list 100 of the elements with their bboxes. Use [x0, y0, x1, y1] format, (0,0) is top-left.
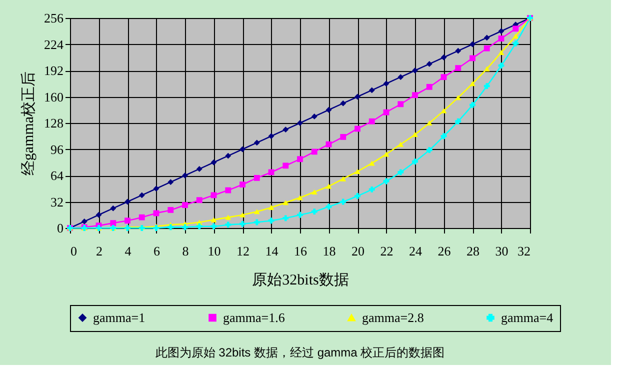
x-tick-label: 0	[70, 244, 77, 258]
point	[182, 202, 188, 208]
x-tick-label: 10	[208, 244, 221, 258]
y-tick-label: 224	[44, 36, 64, 52]
point	[81, 218, 88, 224]
point	[455, 95, 462, 100]
x-tick-label: 14	[265, 244, 279, 258]
point	[340, 134, 346, 140]
point	[498, 62, 504, 69]
x-tick-label: 8	[182, 244, 189, 258]
point	[326, 106, 332, 113]
point	[340, 176, 346, 182]
x-tick-label: 12	[236, 244, 250, 258]
point	[455, 118, 462, 124]
point	[484, 66, 490, 72]
x-tick-label: 28	[466, 244, 480, 258]
y-tick-label: 256	[44, 10, 64, 26]
point	[240, 146, 246, 152]
point	[268, 133, 274, 140]
point	[110, 220, 116, 226]
point	[311, 189, 318, 194]
point	[455, 65, 462, 71]
point	[368, 87, 375, 94]
point	[426, 60, 432, 67]
point	[354, 168, 360, 174]
point	[455, 48, 462, 54]
point	[383, 152, 390, 157]
point	[326, 184, 332, 189]
point	[484, 34, 490, 41]
point	[368, 118, 375, 124]
point	[225, 152, 232, 159]
y-tick-label: 64	[50, 168, 64, 183]
point	[440, 54, 447, 60]
x-tick-label: 26	[438, 244, 452, 258]
point	[426, 84, 432, 90]
x-tick-label: 4	[124, 244, 132, 258]
point	[354, 126, 360, 132]
point	[470, 55, 476, 62]
point	[210, 192, 217, 198]
point	[498, 28, 504, 34]
point	[210, 217, 217, 222]
point	[240, 220, 246, 227]
point	[398, 169, 404, 176]
point	[470, 81, 476, 86]
point	[297, 195, 303, 200]
point	[225, 214, 232, 220]
point	[398, 142, 404, 147]
point	[440, 108, 447, 114]
point	[282, 215, 289, 222]
point	[354, 94, 360, 100]
point	[311, 208, 318, 215]
point	[254, 140, 260, 146]
point	[412, 92, 418, 98]
x-tick-label: 32	[518, 244, 530, 258]
point	[498, 50, 504, 56]
point	[254, 175, 260, 181]
x-tick-label: 18	[322, 244, 336, 258]
point	[110, 205, 116, 212]
point	[240, 182, 246, 188]
point	[240, 212, 246, 218]
point	[124, 218, 130, 224]
point	[498, 36, 504, 42]
point	[297, 156, 303, 162]
point	[311, 113, 318, 120]
point	[210, 223, 217, 230]
point	[196, 166, 202, 172]
point	[168, 206, 174, 213]
x-tick-label: 22	[380, 244, 394, 258]
point	[440, 74, 447, 80]
point	[440, 133, 447, 140]
point	[412, 132, 418, 138]
y-tick-label: 128	[44, 116, 64, 130]
y-axis-title: 经gamma校正后	[20, 71, 37, 176]
point	[282, 200, 289, 206]
point	[368, 186, 375, 192]
point	[196, 223, 202, 230]
point	[210, 159, 217, 166]
x-tick-label: 2	[96, 244, 102, 258]
y-tick-label: 96	[50, 142, 64, 157]
point	[383, 178, 390, 184]
point	[398, 101, 404, 108]
point	[168, 224, 174, 230]
point	[168, 179, 174, 186]
point	[470, 41, 476, 48]
point	[153, 186, 160, 192]
point	[340, 198, 346, 205]
point	[326, 204, 332, 210]
point	[311, 148, 318, 155]
legend-label: gamma=1.6	[223, 310, 286, 325]
y-tick-label: 32	[50, 194, 64, 210]
x-tick-label: 24	[409, 244, 422, 258]
x-tick-label: 6	[154, 244, 160, 258]
point	[138, 214, 145, 220]
point	[254, 219, 260, 226]
point	[268, 204, 274, 210]
y-tick-label: 192	[44, 63, 64, 78]
point	[326, 141, 332, 148]
point	[225, 187, 232, 194]
point	[426, 147, 432, 154]
legend-label: gamma=2.8	[362, 310, 424, 325]
